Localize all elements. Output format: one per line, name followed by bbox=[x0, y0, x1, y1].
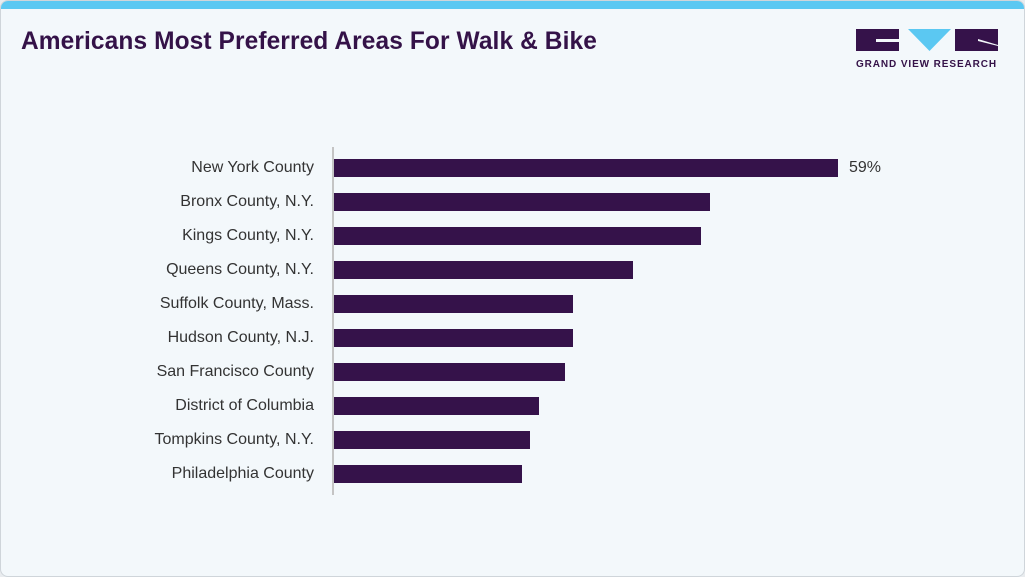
bar bbox=[334, 295, 573, 313]
bar bbox=[334, 465, 522, 483]
category-label: Kings County, N.Y. bbox=[182, 227, 314, 244]
category-label: San Francisco County bbox=[156, 363, 314, 380]
gvr-logo-icon bbox=[856, 29, 998, 51]
chart-title: Americans Most Preferred Areas For Walk … bbox=[21, 27, 597, 55]
category-label: Tompkins County, N.Y. bbox=[154, 431, 314, 448]
category-label: Bronx County, N.Y. bbox=[180, 193, 314, 210]
category-label: New York County bbox=[191, 159, 314, 176]
bar bbox=[334, 329, 573, 347]
y-axis-line bbox=[332, 147, 334, 495]
bar bbox=[334, 431, 530, 449]
data-label: 59% bbox=[849, 159, 882, 176]
category-label: Hudson County, N.J. bbox=[167, 329, 314, 346]
category-label: District of Columbia bbox=[175, 397, 314, 414]
category-label: Suffolk County, Mass. bbox=[159, 295, 314, 312]
category-label: Philadelphia County bbox=[171, 465, 314, 482]
bar bbox=[334, 363, 565, 381]
logo-text: GRAND VIEW RESEARCH bbox=[856, 59, 997, 70]
bar bbox=[334, 193, 710, 211]
bar bbox=[334, 159, 838, 177]
category-label: Queens County, N.Y. bbox=[166, 261, 314, 278]
bar bbox=[334, 397, 539, 415]
accent-bar bbox=[1, 1, 1024, 9]
bar bbox=[334, 227, 701, 245]
bar bbox=[334, 261, 633, 279]
